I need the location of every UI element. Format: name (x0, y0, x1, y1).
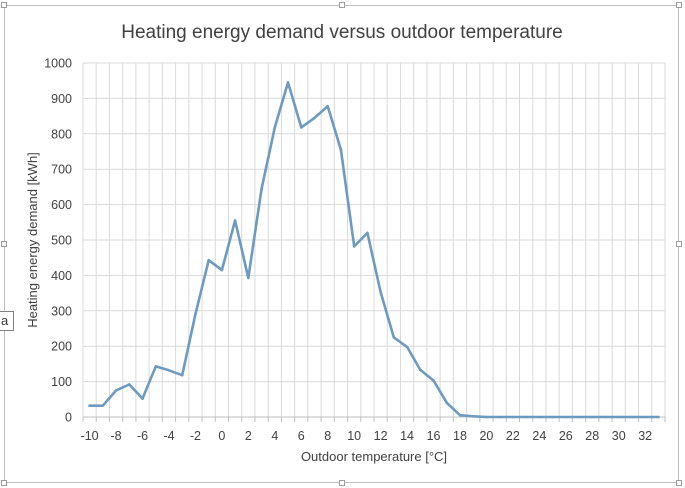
data-point (286, 81, 290, 84)
y-axis-label: Heating energy demand [kWh] (25, 152, 40, 328)
data-point (643, 415, 647, 419)
data-point (471, 414, 475, 418)
y-tick-label: 300 (51, 304, 72, 318)
y-tick-label: 800 (51, 127, 72, 141)
y-tick-label: 500 (51, 234, 72, 248)
x-tick-label: 14 (400, 429, 414, 443)
data-point (511, 415, 515, 419)
resize-handle-top-center[interactable] (339, 2, 345, 8)
x-tick-label: -2 (190, 429, 201, 443)
y-axis-tick-labels: 0 100 200 300 400 500 600 700 800 900 1000 (44, 57, 72, 425)
data-point (577, 415, 581, 419)
y-tick-label: 200 (51, 340, 72, 354)
y-tick-label: 700 (51, 163, 72, 177)
x-tick-label: -10 (81, 429, 99, 443)
resize-handle-right-center[interactable] (676, 241, 682, 247)
x-tick-label: 12 (374, 429, 388, 443)
data-point (485, 415, 488, 419)
resize-handle-top-right[interactable] (676, 2, 682, 8)
data-point (379, 290, 382, 294)
data-point (538, 415, 541, 419)
data-point (551, 415, 554, 419)
x-tick-label: -6 (137, 429, 148, 443)
x-tick-label: 8 (324, 429, 331, 443)
data-point (418, 368, 422, 372)
y-tick-label: 600 (51, 198, 72, 212)
side-tab-label: a (1, 313, 9, 328)
x-tick-label: 24 (532, 429, 546, 443)
data-point (458, 413, 462, 417)
data-point (524, 415, 528, 419)
data-point (432, 379, 435, 382)
data-point (366, 231, 369, 235)
data-point (114, 389, 118, 392)
resize-handle-bottom-center[interactable] (339, 480, 345, 486)
x-tick-label: 28 (585, 429, 599, 443)
data-point (88, 404, 91, 407)
data-point (247, 276, 250, 280)
data-point (657, 415, 660, 419)
data-point (260, 187, 263, 190)
y-tick-label: 0 (65, 411, 72, 425)
data-point (604, 415, 607, 419)
y-tick-label: 900 (51, 92, 72, 106)
x-tick-label: 32 (638, 429, 652, 443)
data-point (326, 104, 330, 108)
series-line (88, 81, 660, 419)
data-point (127, 383, 131, 386)
data-point (299, 126, 303, 129)
x-tick-label: -4 (163, 429, 174, 443)
x-tick-label: 30 (612, 429, 626, 443)
x-axis-tick-labels: -10 -8 -6 -4 -2 0 2 4 6 8 10 12 14 16 18 20 22 24 26 28 30 32 (81, 429, 653, 443)
data-point (392, 336, 396, 339)
y-tick-label: 400 (51, 269, 72, 283)
x-tick-label: 10 (347, 429, 361, 443)
resize-handle-bottom-left[interactable] (1, 480, 7, 486)
data-point (180, 373, 184, 377)
x-tick-label: 6 (298, 429, 305, 443)
x-tick-label: 20 (479, 429, 493, 443)
x-tick-label: -8 (111, 429, 122, 443)
data-point (630, 415, 634, 419)
gridlines (82, 62, 666, 417)
data-point (405, 345, 409, 349)
data-point (445, 401, 449, 405)
resize-handle-bottom-right[interactable] (676, 480, 682, 486)
x-tick-label: 2 (245, 429, 252, 443)
data-point (352, 245, 356, 248)
data-point (194, 313, 197, 316)
data-point (141, 397, 144, 400)
data-point (273, 126, 277, 129)
resize-handle-left-center[interactable] (1, 241, 7, 247)
chart-title: Heating energy demand versus outdoor tem… (121, 22, 562, 43)
data-point (339, 148, 343, 152)
data-point (233, 219, 237, 222)
resize-handle-top-left[interactable] (1, 2, 7, 8)
y-tick-label: 1000 (44, 57, 72, 71)
x-tick-label: 18 (453, 429, 467, 443)
x-tick-label: 16 (427, 429, 441, 443)
x-tick-label: 4 (271, 429, 278, 443)
x-axis-label: Outdoor temperature [°C] (301, 449, 447, 464)
x-tick-label: 22 (506, 429, 520, 443)
data-point (564, 415, 568, 419)
x-tick-label: 0 (218, 429, 225, 443)
data-point (220, 268, 224, 272)
side-tab[interactable]: a (0, 311, 14, 331)
data-point (154, 365, 158, 368)
x-tick-label: 26 (559, 429, 573, 443)
data-point (590, 415, 594, 419)
data-point (207, 258, 210, 262)
data-point (313, 116, 316, 120)
data-point (617, 415, 621, 419)
series-lines (88, 81, 660, 419)
data-point (167, 368, 171, 372)
data-point (101, 404, 105, 407)
y-tick-label: 100 (51, 375, 72, 389)
data-point (498, 415, 501, 419)
